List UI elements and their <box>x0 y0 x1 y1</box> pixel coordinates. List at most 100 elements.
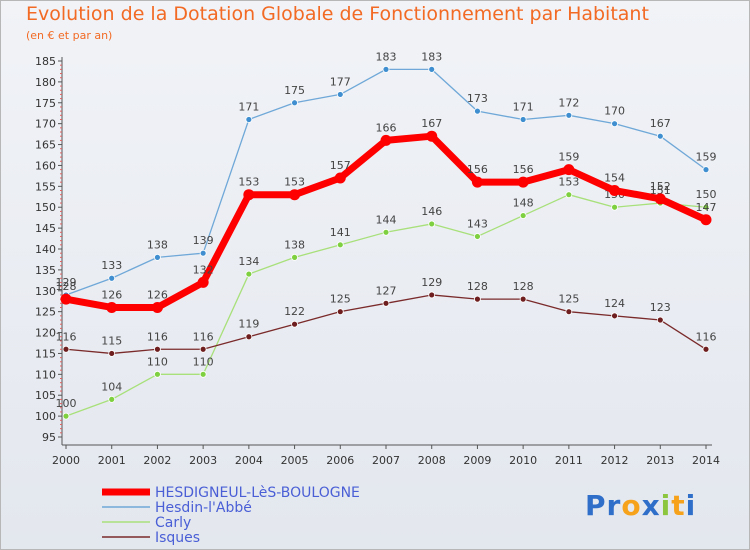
legend-item: Carly <box>102 515 191 531</box>
data-point <box>289 189 301 201</box>
y-tick-label: 150 <box>35 201 56 214</box>
data-point <box>382 65 390 73</box>
x-tick-label: 2007 <box>372 454 400 467</box>
chart-title: Evolution de la Dotation Globale de Fonc… <box>26 3 649 25</box>
x-tick-label: 2010 <box>509 454 537 467</box>
data-point <box>428 220 436 228</box>
data-point <box>428 65 436 73</box>
data-label: 133 <box>101 259 122 272</box>
data-label: 157 <box>330 159 351 172</box>
data-point <box>609 185 621 197</box>
data-point <box>291 320 298 328</box>
data-point <box>565 111 573 119</box>
data-label: 154 <box>604 172 625 185</box>
data-label: 146 <box>421 205 442 218</box>
data-label: 173 <box>467 92 488 105</box>
y-tick-label: 185 <box>35 55 56 68</box>
data-point <box>199 345 207 353</box>
data-label: 167 <box>421 117 442 130</box>
x-tick-label: 2003 <box>189 454 217 467</box>
y-tick-label: 120 <box>35 327 56 340</box>
data-label: 141 <box>330 226 351 239</box>
data-label: 116 <box>696 330 717 343</box>
data-label: 171 <box>238 100 259 113</box>
logo-letter: x <box>641 489 661 522</box>
data-label: 172 <box>558 96 579 109</box>
legend: HESDIGNEUL-LèS-BOULOGNEHesdin-l'AbbéCarl… <box>102 485 360 546</box>
data-label: 134 <box>238 255 259 268</box>
x-tick-label: 2005 <box>281 454 309 467</box>
data-label: 110 <box>147 355 168 368</box>
data-point <box>519 212 527 219</box>
legend-item: Isques <box>102 530 200 546</box>
legend-item: HESDIGNEUL-LèS-BOULOGNE <box>102 485 360 501</box>
legend-label: Hesdin-l'Abbé <box>155 500 252 516</box>
series-hesdin-l-abb-: 129 133 138 139 171 175 177 183 183 173 171 172 170 1… <box>56 50 717 299</box>
data-label: 153 <box>558 176 579 189</box>
legend-label: HESDIGNEUL-LèS-BOULOGNE <box>155 485 360 501</box>
data-point <box>611 120 618 128</box>
data-label: 153 <box>284 176 305 189</box>
data-point <box>245 270 253 278</box>
data-point <box>656 132 664 140</box>
data-point <box>336 91 344 98</box>
y-tick-label: 135 <box>35 264 56 277</box>
data-label: 150 <box>696 188 717 201</box>
data-point <box>62 412 70 420</box>
data-point <box>291 253 298 261</box>
data-point <box>517 176 529 188</box>
data-point <box>60 293 72 305</box>
data-label: 170 <box>604 105 625 118</box>
y-tick-label: 105 <box>35 389 56 402</box>
legend-label: Isques <box>155 530 200 546</box>
data-label: 156 <box>467 163 488 176</box>
data-point <box>245 116 253 123</box>
data-label: 129 <box>56 276 77 289</box>
data-point <box>611 312 618 320</box>
data-label: 183 <box>421 50 442 63</box>
y-tick-label: 175 <box>35 97 56 110</box>
data-point <box>336 241 344 249</box>
data-label: 147 <box>696 201 717 214</box>
x-tick-label: 2012 <box>601 454 629 467</box>
data-label: 116 <box>193 330 214 343</box>
logo-letter: i <box>660 489 672 522</box>
data-point <box>154 253 161 261</box>
data-label: 124 <box>604 297 625 310</box>
data-point <box>471 176 483 188</box>
y-tick-label: 145 <box>35 222 56 235</box>
x-tick-label: 2011 <box>555 454 583 467</box>
data-label: 166 <box>376 121 397 134</box>
data-label: 177 <box>330 75 351 88</box>
x-tick-label: 2002 <box>143 454 171 467</box>
data-point <box>474 295 481 303</box>
y-tick-label: 140 <box>35 243 56 256</box>
data-point <box>382 228 390 236</box>
y-tick-label: 160 <box>35 159 56 172</box>
data-label: 144 <box>376 213 397 226</box>
data-label: 128 <box>513 280 534 293</box>
data-point <box>702 345 710 353</box>
data-point <box>291 99 298 107</box>
y-tick-label: 180 <box>35 76 56 89</box>
data-label: 132 <box>193 263 214 276</box>
data-point <box>243 189 255 201</box>
data-point <box>151 301 163 313</box>
logo-letter: t <box>671 489 686 522</box>
y-tick-label: 100 <box>35 410 56 423</box>
data-label: 119 <box>238 318 259 331</box>
data-label: 115 <box>101 334 122 347</box>
data-label: 183 <box>376 50 397 63</box>
data-point <box>474 233 481 240</box>
data-point <box>62 345 70 353</box>
x-tick-label: 2008 <box>418 454 446 467</box>
legend-label: Carly <box>155 515 191 531</box>
data-label: 175 <box>284 84 305 97</box>
data-point <box>565 308 573 316</box>
data-label: 128 <box>467 280 488 293</box>
data-label: 125 <box>558 293 579 306</box>
data-point <box>380 134 392 146</box>
data-label: 126 <box>101 288 122 301</box>
